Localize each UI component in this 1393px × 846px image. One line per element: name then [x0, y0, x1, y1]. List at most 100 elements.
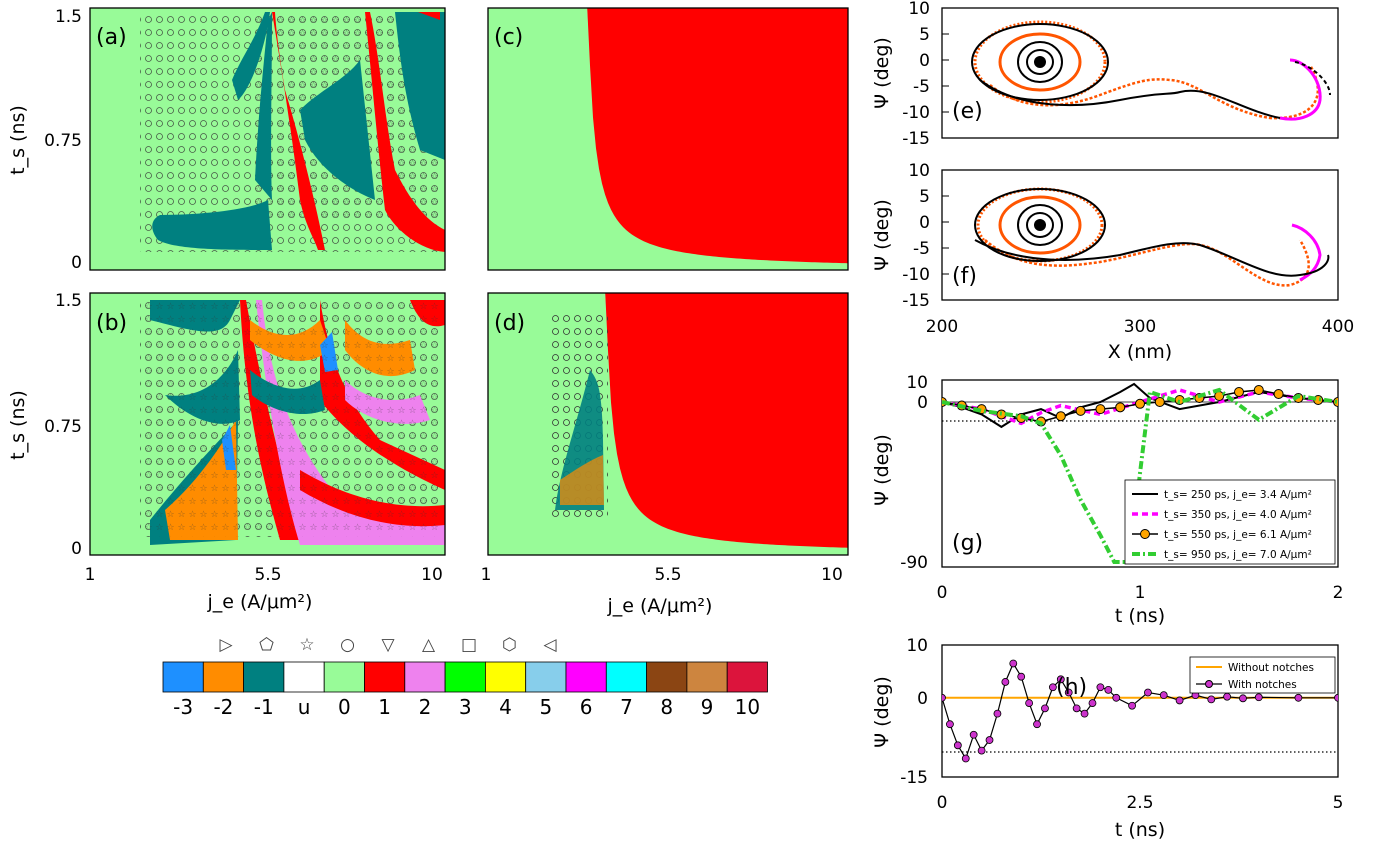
panel-g-legend: t_s= 250 ps, j_e= 3.4 A/μm² t_s= 350 ps, … [1124, 479, 1336, 565]
panel-h: (h) Without notches With notches 0 2.5 5100… [871, 636, 1343, 841]
panel-g-xlabel: t (ns) [1115, 605, 1165, 627]
series-point [1115, 402, 1126, 413]
legend-box [1124, 479, 1336, 565]
pentagon-icon: ⬠ [259, 635, 274, 655]
panel-c: (c) [487, 7, 849, 271]
colorbar-swatch [404, 661, 446, 693]
ytick-label: -10 [902, 103, 930, 123]
panel-a-region-minus1 [232, 12, 270, 100]
xtick-label: 0 [937, 793, 948, 813]
panel-b-label: (b) [96, 311, 127, 336]
series-point [1223, 692, 1232, 701]
colorbar-label: 8 [660, 695, 673, 719]
map-d-xlabel: j_e (A/μm²) [607, 595, 713, 617]
series-point [1095, 404, 1106, 415]
map-b-ytick: 0.75 [44, 417, 82, 437]
panel-h-legend: Without notches With notches [1189, 656, 1336, 694]
panel-d: (d) [487, 292, 849, 556]
ytick-label: -15 [902, 129, 930, 149]
map-a-ytick: 0 [71, 253, 82, 273]
map-b-xlabel: j_e (A/μm²) [207, 591, 313, 613]
panel-h-ticks: 0 2.5 5 10 0 -15 [900, 636, 1343, 813]
legend-box [1189, 656, 1336, 694]
series-point [1253, 385, 1264, 395]
xtick-label: 0 [937, 583, 948, 603]
panel-f-xlabel: X (nm) [1108, 341, 1172, 363]
hexagon-icon: ⬡ [502, 635, 517, 655]
series-point [1033, 720, 1041, 729]
map-d-xtick: 10 [821, 565, 843, 585]
colorbar-label: 9 [701, 695, 714, 719]
colorbar-swatch [646, 661, 688, 693]
panel-b: (b) [89, 292, 446, 556]
ytick-label: 0 [917, 393, 928, 413]
series-point [985, 736, 994, 744]
series-point [993, 709, 1002, 718]
series-point [1154, 397, 1165, 407]
series-point [1112, 693, 1121, 702]
series-point [1144, 688, 1152, 697]
series-point [1075, 405, 1086, 416]
panel-h-ylabel: Ψ (deg) [871, 676, 893, 748]
panel-h-label: (h) [1056, 675, 1087, 700]
series-point [1001, 678, 1010, 686]
square-icon: □ [461, 635, 477, 655]
series-point [1025, 699, 1034, 707]
down-triangle-icon: ▽ [381, 635, 395, 655]
panel-g-series [942, 382, 1338, 564]
series-point [1017, 672, 1026, 681]
panel-d-region-minus2 [560, 455, 604, 505]
series-point [1175, 696, 1184, 705]
series-point [1055, 411, 1066, 422]
panel-d-label: (d) [494, 311, 525, 336]
colorbar-label: u [298, 695, 311, 719]
colorbar-swatch [484, 661, 527, 693]
panel-a-region-minus1 [395, 12, 445, 160]
series-point [1135, 398, 1145, 409]
colorbar-label: 4 [499, 695, 512, 719]
colorbar-label: -3 [173, 695, 193, 719]
series-point [1072, 704, 1081, 713]
series-point [1273, 389, 1284, 399]
colorbar-label: -1 [254, 695, 274, 719]
panel-e-frame [941, 7, 1339, 139]
map-d-xtick: 5.5 [654, 565, 681, 585]
panel-h-frame [941, 644, 1339, 778]
series-point [1064, 688, 1073, 697]
panel-e-ylabel: Ψ (deg) [871, 37, 893, 109]
panel-a-label: (a) [96, 25, 127, 50]
legend-label: With notches [1228, 679, 1297, 691]
panel-g: (g) t_s= 250 ps, j_e= 3.4 A/μm² t_s= 350 … [871, 373, 1343, 627]
colorbar-label: 5 [539, 695, 552, 719]
panel-b-star-markers [140, 297, 440, 537]
legend-label: Without notches [1228, 662, 1314, 674]
legend-label: t_s= 950 ps, j_e= 7.0 A/μm² [1164, 549, 1312, 561]
colorbar-label: 10 [735, 695, 760, 719]
panel-a-region-minus1 [300, 60, 375, 200]
panel-c-bands [587, 8, 848, 270]
colorbar-swatch [364, 661, 406, 693]
series-point [1207, 695, 1216, 704]
panel-h-series [942, 659, 1338, 763]
panel-f-yticks: 10 5 0 -5 -10 -15 [902, 161, 949, 311]
panel-f-xtick: 300 [1124, 317, 1156, 337]
series-point [1096, 683, 1105, 692]
series-point [1056, 675, 1065, 684]
ytick-label: 5 [919, 25, 930, 45]
panel-e: (e) 10 5 0 -5 -10 -15 Ψ (deg) [871, 0, 1339, 149]
panel-e-dashed-trajectory [1294, 61, 1331, 96]
colorbar-label: 0 [338, 695, 351, 719]
series-point [1334, 693, 1338, 702]
panel-g-frame [941, 379, 1339, 568]
series-point [1088, 699, 1097, 707]
star-icon: ☆ [299, 635, 314, 655]
colorbar-swatch [323, 661, 365, 693]
left-triangle-icon: ◁ [543, 635, 557, 655]
colorbar-swatch [605, 661, 647, 693]
right-triangle-icon: ▷ [219, 635, 233, 655]
ytick-label: 5 [919, 187, 930, 207]
maps-axes-left: 1.5 0.75 0 1.5 0.75 0 t_s (ns) t_s (ns) … [7, 7, 843, 617]
panel-d-bands [605, 293, 848, 555]
